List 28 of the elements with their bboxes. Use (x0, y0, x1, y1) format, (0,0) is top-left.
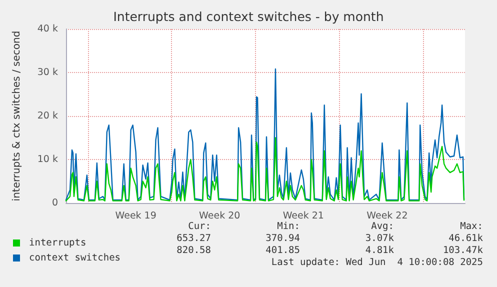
line-series (65, 137, 465, 202)
text: Max: (460, 221, 483, 232)
text: Last update: Wed Jun 4 10:00:08 2025 (271, 257, 483, 268)
text: 3.07k (365, 233, 394, 244)
text: 370.94 (266, 233, 300, 244)
y-tick-label: 20 k (37, 110, 58, 122)
x-tick-label: Week 22 (366, 210, 408, 222)
x-tick-label: Week 19 (115, 210, 156, 222)
legend-label: interrupts (29, 238, 86, 248)
x-tick-label: Week 21 (282, 210, 324, 222)
y-tick-label: 30 k (37, 67, 58, 78)
line-series (65, 68, 465, 201)
text: 4.81k (365, 245, 394, 256)
x-tick-label: Week 20 (199, 210, 240, 222)
text: Cur: (188, 221, 211, 232)
text: Avg: (371, 221, 394, 232)
text: 401.85 (266, 245, 300, 256)
text: Min: (277, 221, 300, 232)
text: 103.47k (442, 245, 483, 256)
chart-title: Interrupts and context switches - by month (113, 9, 384, 24)
text: 653.27 (176, 233, 211, 244)
y-tick-label: 0 (52, 198, 58, 208)
text: 820.58 (176, 245, 211, 256)
y-tick-label: 40 k (37, 24, 58, 34)
text: 46.61k (448, 233, 483, 244)
legend-label: context switches (29, 252, 121, 264)
y-tick-label: 10 k (37, 154, 58, 165)
y-axis-title: interrupts & ctx switches / second (12, 30, 22, 202)
